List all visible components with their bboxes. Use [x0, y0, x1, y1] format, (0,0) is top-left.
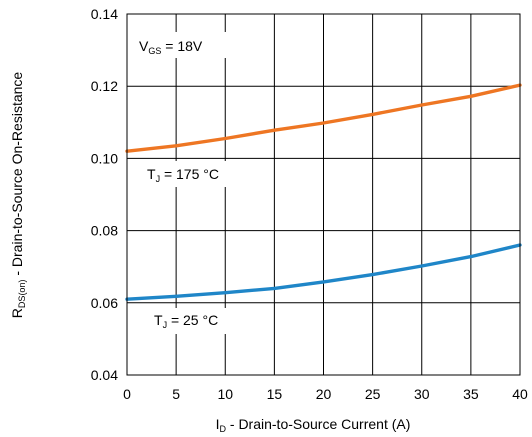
x-tick-label: 15: [267, 386, 283, 402]
x-tick-label: 40: [512, 386, 528, 402]
y-tick-labels: 0.04 0.06 0.08 0.10 0.12 0.14: [91, 6, 118, 383]
y-axis-title: RDS(on) - Drain-to-Source On-Resistance: [9, 72, 27, 319]
x-tick-label: 20: [316, 386, 332, 402]
annotation-vgs: VGS = 18V: [133, 32, 239, 58]
series-lines: [125, 83, 522, 301]
x-tick-label: 0: [123, 386, 131, 402]
x-tick-label: 35: [463, 386, 479, 402]
annotation-tj-175-text: TJ = 175 °C: [147, 166, 219, 184]
annotation-vgs-background: [133, 32, 239, 58]
annotation-vgs-text: VGS = 18V: [139, 38, 203, 56]
y-tick-label: 0.04: [91, 367, 118, 383]
annotation-tj-25: TJ = 25 °C: [148, 308, 242, 334]
annotation-tj-25-background: [148, 308, 242, 334]
plot-frame: [126, 13, 521, 376]
y-tick-label: 0.10: [91, 150, 118, 166]
y-tick-label: 0.14: [91, 6, 118, 22]
y-tick-label: 0.12: [91, 78, 118, 94]
series-line-0: [125, 83, 522, 153]
series-line-1: [125, 243, 522, 301]
x-tick-label: 25: [365, 386, 381, 402]
annotation-tj-25-text: TJ = 25 °C: [154, 312, 218, 330]
y-tick-label: 0.06: [91, 295, 118, 311]
x-tick-label: 10: [217, 386, 233, 402]
y-tick-label: 0.08: [91, 223, 118, 239]
annotation-tj-175-background: [142, 161, 242, 187]
x-tick-labels: 0 5 10 15 20 25 30 35 40: [123, 386, 528, 402]
annotation-tj-175: TJ = 175 °C: [142, 161, 242, 187]
x-tick-label: 5: [172, 386, 180, 402]
x-axis-title: ID - Drain-to-Source Current (A): [216, 416, 411, 434]
x-tick-label: 30: [414, 386, 430, 402]
